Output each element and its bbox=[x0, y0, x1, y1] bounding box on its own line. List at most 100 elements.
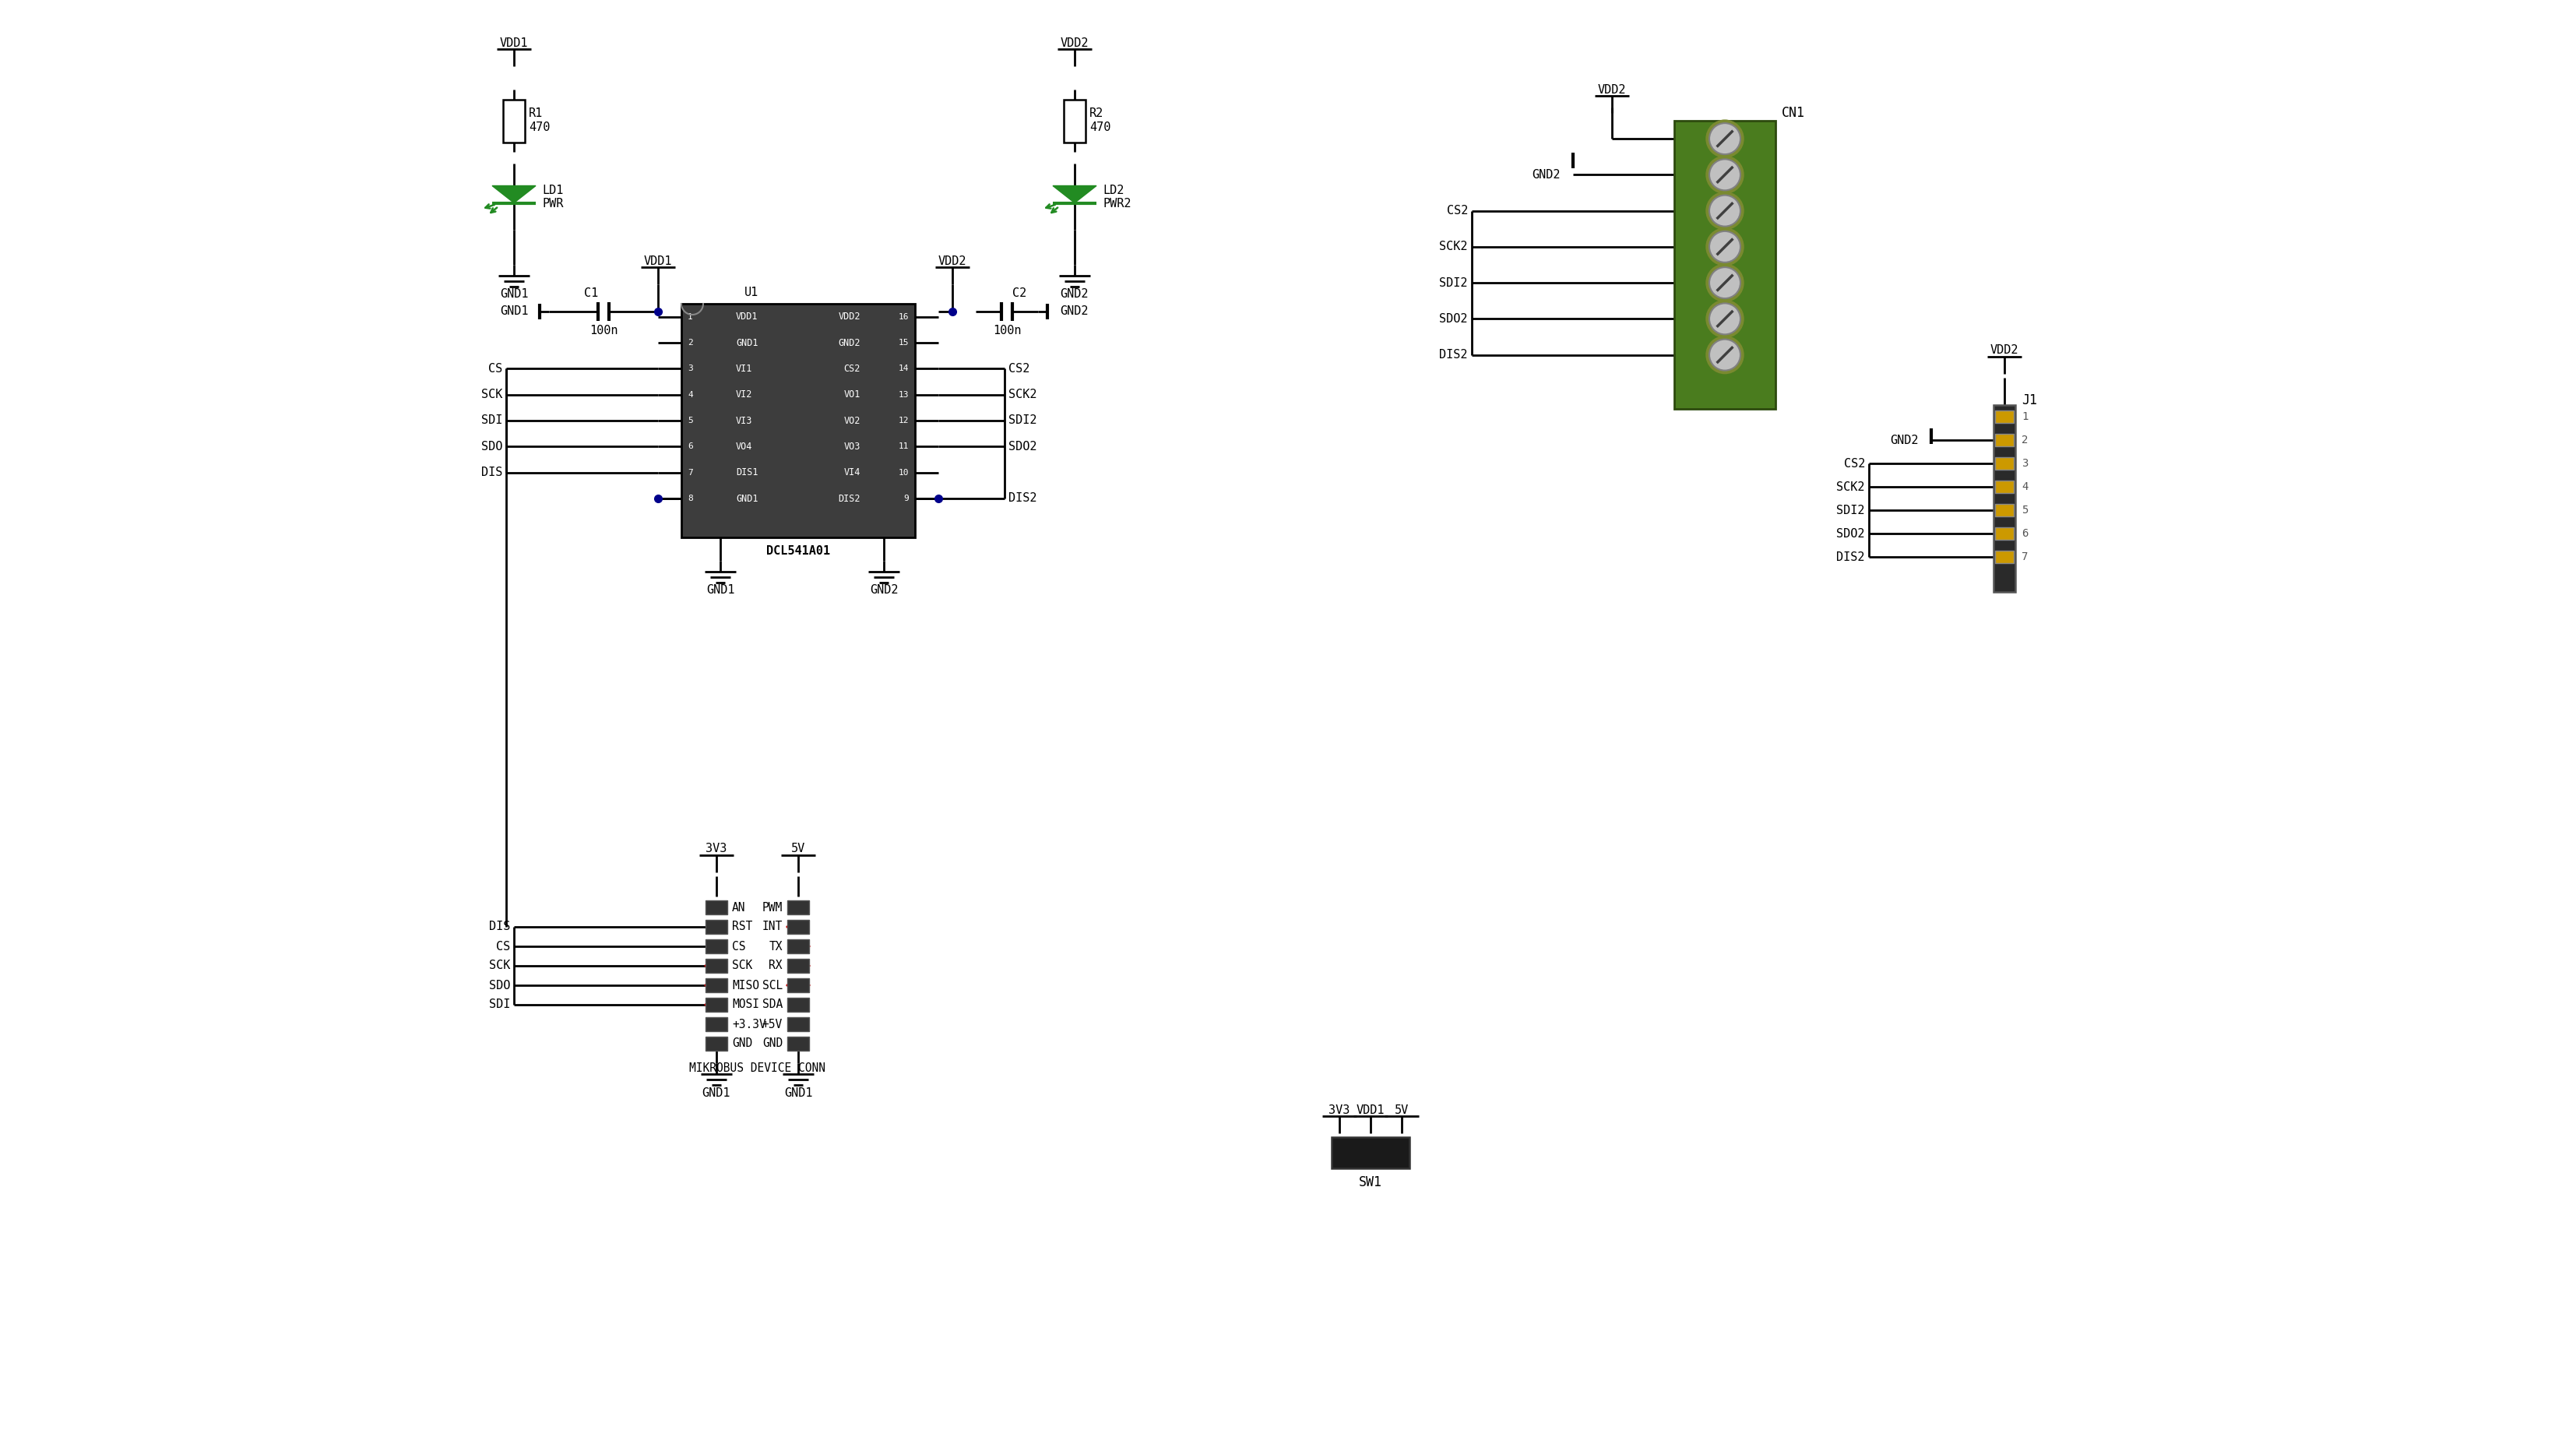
Text: GND1: GND1 bbox=[737, 337, 757, 347]
Text: DIS1: DIS1 bbox=[737, 468, 757, 478]
Text: VDD2: VDD2 bbox=[1597, 84, 1625, 96]
Bar bbox=[788, 901, 809, 914]
Text: GND1: GND1 bbox=[703, 1087, 732, 1098]
Text: VO4: VO4 bbox=[737, 442, 752, 452]
Text: 4: 4 bbox=[688, 390, 693, 399]
Text: J1: J1 bbox=[2022, 393, 2038, 408]
Circle shape bbox=[1705, 192, 1744, 229]
Text: GND1: GND1 bbox=[737, 493, 757, 503]
Bar bbox=[788, 998, 809, 1012]
Text: GND: GND bbox=[732, 1038, 752, 1050]
Bar bbox=[1994, 433, 2014, 446]
Text: RST: RST bbox=[732, 921, 752, 932]
Circle shape bbox=[1710, 196, 1741, 226]
Circle shape bbox=[1705, 336, 1744, 373]
Text: SCK: SCK bbox=[489, 960, 510, 971]
Text: SDO: SDO bbox=[489, 980, 510, 991]
Text: 100n: 100n bbox=[590, 325, 618, 336]
Circle shape bbox=[1710, 339, 1741, 370]
Circle shape bbox=[1705, 300, 1744, 337]
Text: LD1: LD1 bbox=[541, 184, 564, 196]
Text: MISO: MISO bbox=[732, 980, 760, 991]
Text: SDO2: SDO2 bbox=[1007, 440, 1038, 452]
Text: +5V: +5V bbox=[762, 1018, 783, 1030]
Text: GND2: GND2 bbox=[1891, 435, 1919, 446]
Circle shape bbox=[1710, 267, 1741, 299]
Bar bbox=[706, 978, 726, 992]
Text: 14: 14 bbox=[899, 365, 909, 373]
Text: VI1: VI1 bbox=[737, 363, 752, 373]
Text: 15: 15 bbox=[899, 339, 909, 346]
Text: 5V: 5V bbox=[791, 844, 806, 855]
Text: 6: 6 bbox=[688, 443, 693, 450]
Text: 9: 9 bbox=[904, 495, 909, 502]
Circle shape bbox=[1705, 265, 1744, 302]
Text: DIS2: DIS2 bbox=[837, 493, 860, 503]
Bar bbox=[1994, 503, 2014, 516]
Text: SCK: SCK bbox=[482, 389, 502, 400]
Text: SDO2: SDO2 bbox=[1440, 313, 1468, 325]
Text: 16: 16 bbox=[899, 313, 909, 320]
Text: SDI2: SDI2 bbox=[1440, 277, 1468, 289]
Text: 13: 13 bbox=[899, 390, 909, 399]
Bar bbox=[1994, 480, 2014, 493]
Text: GND2: GND2 bbox=[837, 337, 860, 347]
Text: VDD1: VDD1 bbox=[500, 37, 528, 49]
Text: INT: INT bbox=[762, 921, 783, 932]
Text: DIS: DIS bbox=[489, 921, 510, 932]
Text: CS2: CS2 bbox=[845, 363, 860, 373]
Bar bbox=[1064, 99, 1084, 142]
Text: 10: 10 bbox=[899, 469, 909, 476]
Text: VO1: VO1 bbox=[845, 389, 860, 400]
Text: U1: U1 bbox=[744, 286, 757, 297]
Text: SDO2: SDO2 bbox=[1837, 528, 1865, 539]
Text: SCL: SCL bbox=[762, 980, 783, 991]
Text: GND: GND bbox=[762, 1038, 783, 1050]
Polygon shape bbox=[1054, 186, 1097, 203]
Text: GND2: GND2 bbox=[1061, 289, 1090, 300]
Text: DIS: DIS bbox=[482, 466, 502, 479]
Text: PWM: PWM bbox=[762, 901, 783, 914]
Text: VO2: VO2 bbox=[845, 416, 860, 426]
Text: C2: C2 bbox=[1012, 287, 1025, 299]
Text: 4: 4 bbox=[2022, 482, 2027, 492]
Text: VDD1: VDD1 bbox=[644, 255, 672, 267]
Bar bbox=[1994, 528, 2014, 539]
Text: AN: AN bbox=[732, 901, 744, 914]
Text: GND2: GND2 bbox=[1533, 169, 1561, 180]
Circle shape bbox=[1710, 303, 1741, 335]
Bar bbox=[706, 1017, 726, 1031]
Bar bbox=[706, 1037, 726, 1051]
Text: 3: 3 bbox=[2022, 458, 2027, 469]
Bar bbox=[706, 998, 726, 1012]
Text: 100n: 100n bbox=[992, 325, 1020, 336]
Text: 12: 12 bbox=[899, 416, 909, 425]
Text: C1: C1 bbox=[585, 287, 598, 299]
Text: GND1: GND1 bbox=[500, 289, 528, 300]
Bar bbox=[502, 99, 526, 142]
Text: VDD1: VDD1 bbox=[737, 312, 757, 322]
Text: 3V3: 3V3 bbox=[706, 844, 726, 855]
Circle shape bbox=[1710, 159, 1741, 190]
Text: SCK: SCK bbox=[732, 960, 752, 971]
Text: CS2: CS2 bbox=[1448, 204, 1468, 216]
Text: 6: 6 bbox=[2022, 528, 2027, 539]
Text: SCK2: SCK2 bbox=[1440, 242, 1468, 253]
Text: SDI2: SDI2 bbox=[1837, 505, 1865, 516]
Bar bbox=[683, 303, 914, 538]
Circle shape bbox=[1705, 120, 1744, 157]
Bar bbox=[788, 1017, 809, 1031]
Text: SW1: SW1 bbox=[1360, 1175, 1383, 1190]
Text: SDI2: SDI2 bbox=[1007, 415, 1038, 426]
Text: VDD2: VDD2 bbox=[1991, 345, 2020, 356]
Text: PWR2: PWR2 bbox=[1103, 197, 1131, 210]
Text: VDD2: VDD2 bbox=[837, 312, 860, 322]
Text: PWR: PWR bbox=[541, 197, 564, 210]
Text: 2: 2 bbox=[688, 339, 693, 346]
Text: RX: RX bbox=[770, 960, 783, 971]
Text: 2: 2 bbox=[2022, 435, 2027, 446]
Text: 1: 1 bbox=[2022, 412, 2027, 422]
Text: LD2: LD2 bbox=[1103, 184, 1123, 196]
Bar bbox=[706, 901, 726, 914]
Text: GND1: GND1 bbox=[706, 585, 734, 596]
